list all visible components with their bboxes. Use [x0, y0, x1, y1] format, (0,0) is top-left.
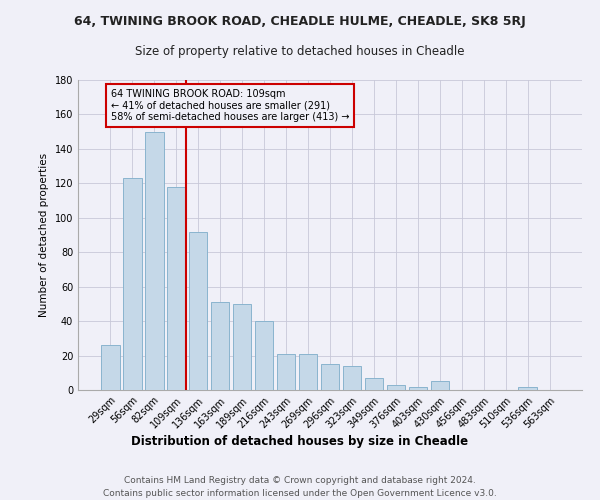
- Bar: [409, 386, 427, 390]
- Bar: [431, 382, 449, 390]
- Text: Contains HM Land Registry data © Crown copyright and database right 2024.: Contains HM Land Registry data © Crown c…: [124, 476, 476, 485]
- Bar: [320, 364, 340, 390]
- Text: Contains public sector information licensed under the Open Government Licence v3: Contains public sector information licen…: [103, 488, 497, 498]
- Bar: [167, 187, 185, 390]
- Bar: [386, 385, 405, 390]
- Bar: [277, 354, 295, 390]
- Text: Distribution of detached houses by size in Cheadle: Distribution of detached houses by size …: [131, 435, 469, 448]
- Text: Size of property relative to detached houses in Cheadle: Size of property relative to detached ho…: [135, 45, 465, 58]
- Bar: [189, 232, 208, 390]
- Y-axis label: Number of detached properties: Number of detached properties: [39, 153, 49, 317]
- Bar: [123, 178, 142, 390]
- Bar: [233, 304, 251, 390]
- Bar: [343, 366, 361, 390]
- Bar: [101, 345, 119, 390]
- Bar: [255, 321, 274, 390]
- Text: 64, TWINING BROOK ROAD, CHEADLE HULME, CHEADLE, SK8 5RJ: 64, TWINING BROOK ROAD, CHEADLE HULME, C…: [74, 15, 526, 28]
- Bar: [299, 354, 317, 390]
- Bar: [365, 378, 383, 390]
- Text: 64 TWINING BROOK ROAD: 109sqm
← 41% of detached houses are smaller (291)
58% of : 64 TWINING BROOK ROAD: 109sqm ← 41% of d…: [110, 88, 349, 122]
- Bar: [518, 386, 537, 390]
- Bar: [211, 302, 229, 390]
- Bar: [145, 132, 164, 390]
